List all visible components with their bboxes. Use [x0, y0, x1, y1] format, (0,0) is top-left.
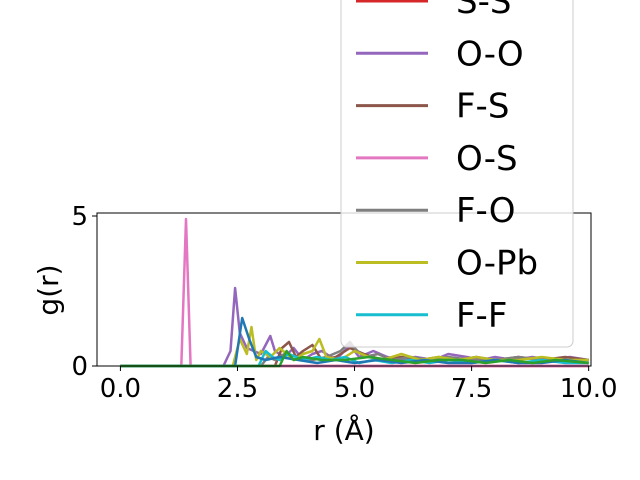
x-axis-label: r (Å): [313, 413, 374, 447]
legend-label-f-o: F-O: [456, 191, 516, 231]
legend-label-o-o: O-O: [456, 34, 524, 74]
legend-label-f-s: F-S: [456, 87, 509, 127]
legend-frame: [340, 0, 574, 348]
x-tick-label: 0.0: [100, 374, 141, 404]
y-tick-label: 0: [71, 352, 88, 382]
y-axis-label: g(r): [32, 264, 65, 315]
legend-label-o-pb: O-Pb: [456, 244, 538, 284]
x-tick-label: 2.5: [217, 374, 258, 404]
legend-label-o-s: O-S: [456, 139, 518, 179]
legend: S-S O-O F-S O-S F-O O-Pb F-F: [340, 0, 574, 348]
x-tick-label: 7.5: [451, 374, 492, 404]
x-tick-label: 5.0: [334, 374, 375, 404]
legend-label-s-s: S-S: [456, 0, 511, 22]
x-axis: 0.0 2.5 5.0 7.5 10.0: [100, 366, 618, 404]
legend-label-f-f: F-F: [456, 296, 507, 336]
x-tick-label: 10.0: [560, 374, 618, 404]
y-tick-label: 5: [71, 202, 88, 232]
y-axis: 05: [71, 202, 97, 382]
series-line-unlabeled-8: [120, 349, 589, 368]
series-line-unlabeled-7: [120, 316, 589, 368]
